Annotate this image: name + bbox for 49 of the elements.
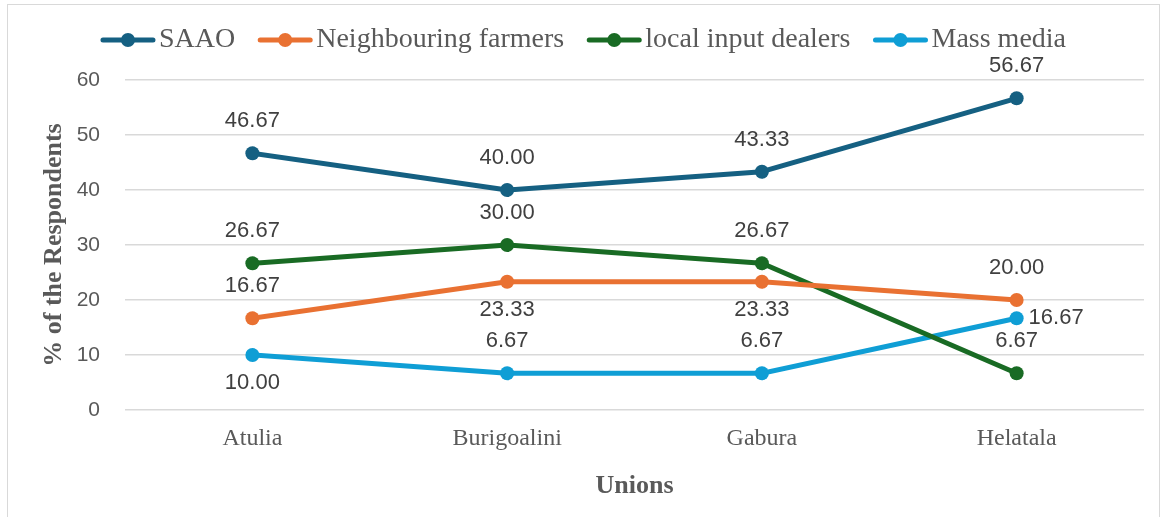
y-tick-label: 0 <box>88 396 100 420</box>
point <box>754 164 769 179</box>
data-label: 56.67 <box>989 52 1045 78</box>
data-label: 20.00 <box>989 254 1045 280</box>
y-tick-label: 50 <box>76 121 100 145</box>
y-tick-label: 10 <box>76 341 100 365</box>
x-tick-label: Burigoalini <box>452 423 563 450</box>
y-tick-label: 40 <box>76 176 100 200</box>
point <box>245 348 260 362</box>
data-label: 43.33 <box>734 125 790 151</box>
point <box>500 366 515 381</box>
data-label: 30.00 <box>479 199 535 225</box>
point <box>245 146 260 161</box>
x-tick-label: Helatala <box>976 423 1057 450</box>
point <box>1009 311 1024 326</box>
point <box>1009 366 1024 381</box>
x-axis-title: Unions <box>595 470 674 500</box>
data-label: 16.67 <box>224 272 280 298</box>
x-tick-label: Gabura <box>726 423 798 450</box>
y-tick-label: 30 <box>76 231 100 255</box>
point <box>245 256 260 271</box>
point <box>500 274 515 289</box>
point <box>1009 91 1024 106</box>
point <box>754 366 769 381</box>
data-label: 10.00 <box>224 369 280 395</box>
legend-label: SAAO <box>158 22 236 54</box>
y-tick-label: 60 <box>76 66 100 90</box>
x-tick-label: Atulia <box>222 423 283 450</box>
y-tick-label: 20 <box>76 286 100 310</box>
data-label: 26.67 <box>224 217 280 243</box>
legend-label: Mass media <box>931 22 1067 54</box>
data-label: 16.67 <box>1028 304 1084 330</box>
legend-label: local input dealers <box>645 22 851 54</box>
point <box>245 311 260 326</box>
data-label: 6.67 <box>485 327 529 353</box>
point <box>1009 293 1024 307</box>
point <box>500 183 515 197</box>
data-label: 23.33 <box>479 295 535 321</box>
data-label: 46.67 <box>224 107 280 133</box>
data-label: 23.33 <box>734 295 790 321</box>
point <box>500 238 515 252</box>
data-label: 6.67 <box>995 327 1039 353</box>
y-axis-title: % of the Respondents <box>38 123 68 367</box>
data-label: 6.67 <box>740 327 784 353</box>
data-label: 26.67 <box>734 217 790 243</box>
point <box>754 256 769 271</box>
point <box>754 274 769 289</box>
legend-label: Neighbouring farmers <box>316 22 565 54</box>
data-label: 40.00 <box>479 144 535 170</box>
